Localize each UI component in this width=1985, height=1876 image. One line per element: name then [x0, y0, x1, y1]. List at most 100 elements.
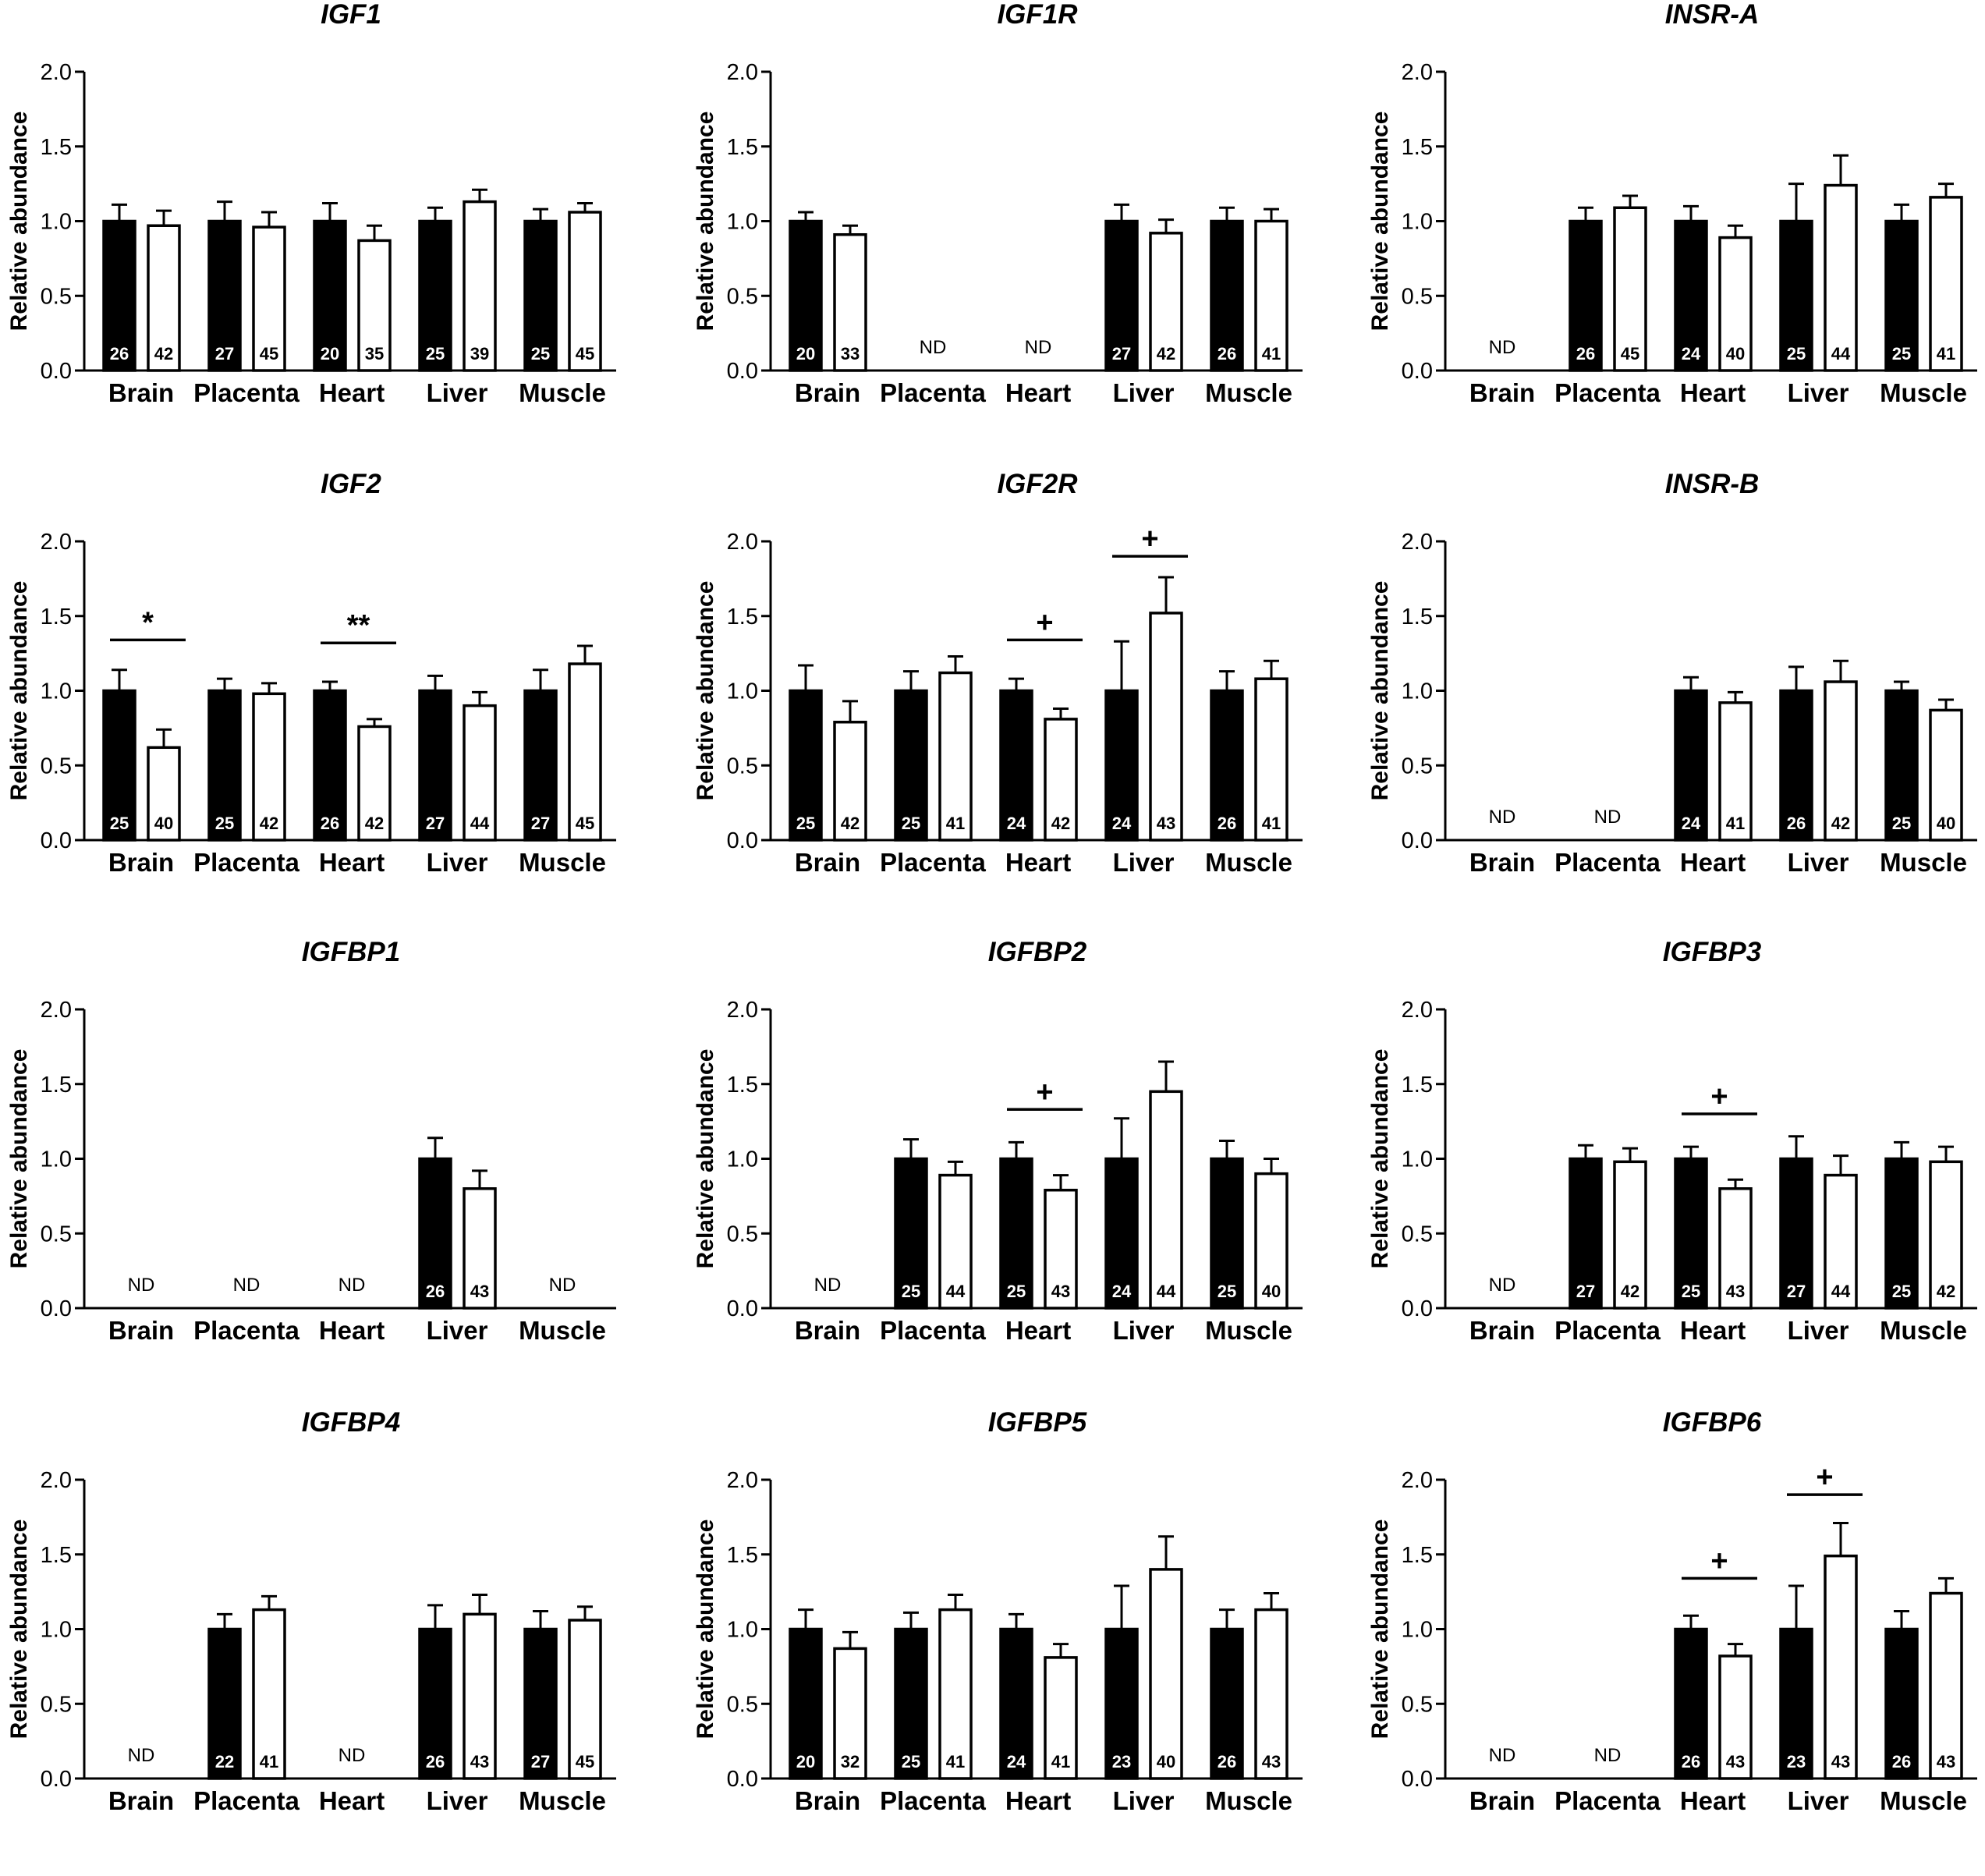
sample-size-label: 24	[1682, 344, 1701, 363]
chart-igf2r: IGF2R Relative abundance 0.0 0.5 1.0 1.5 2.0 Br…	[693, 469, 1303, 877]
y-axis-label: Relative abundance	[693, 1520, 718, 1739]
x-tick-label: Brain	[795, 848, 860, 877]
panel-igfbp3: IGFBP3 Relative abundance 0.0 0.5 1.0 1.5 2.0 B…	[1361, 937, 1985, 1406]
y-tick-label: 1.5	[727, 605, 758, 629]
bar-group2-heart	[1718, 236, 1753, 372]
bar-group2-muscle	[1929, 1591, 1963, 1780]
sample-size-label: 20	[796, 1752, 815, 1771]
bar-group1-muscle	[1884, 1157, 1919, 1310]
x-tick-label: Brain	[1469, 378, 1535, 407]
chart-title: IGF2R	[997, 469, 1078, 499]
x-tick-label: Heart	[1005, 1316, 1071, 1345]
bar-group1-liver	[1104, 1157, 1139, 1310]
bar-group1-placenta	[1569, 1157, 1603, 1310]
y-tick-label: 0.5	[727, 754, 758, 778]
x-tick-label: Muscle	[1880, 1786, 1967, 1815]
bar-group2-liver	[1824, 183, 1858, 372]
y-axis-label: Relative abundance	[6, 112, 32, 332]
bar-group2-muscle	[1254, 1172, 1288, 1310]
y-tick-label: 1.5	[41, 1073, 72, 1098]
not-detected-label: ND	[1489, 1275, 1516, 1296]
x-tick-label: Placenta	[1554, 1786, 1661, 1815]
bar-group1-heart	[999, 1627, 1033, 1780]
bar-group1-liver	[1779, 1627, 1813, 1780]
sample-size-label: 43	[1157, 814, 1175, 833]
y-tick-label: 2.0	[1402, 998, 1433, 1023]
y-tick-label: 2.0	[727, 998, 758, 1023]
x-tick-label: Liver	[427, 378, 488, 407]
sample-size-label: 43	[1831, 1752, 1850, 1771]
x-tick-label: Placenta	[1554, 1316, 1661, 1345]
bar-group1-liver	[1779, 689, 1813, 842]
sample-size-label: 26	[426, 1752, 445, 1771]
y-tick-label: 2.0	[41, 60, 72, 85]
bar-group2-brain	[833, 1647, 867, 1780]
y-tick-label: 1.5	[727, 1543, 758, 1568]
sample-size-label: 25	[215, 814, 234, 833]
panel-insr-a: INSR-A Relative abundance 0.0 0.5 1.0 1.5 2.0 B…	[1361, 0, 1985, 468]
x-tick-label: Muscle	[1205, 378, 1292, 407]
sample-size-label: 26	[110, 344, 129, 363]
panel-igfbp5: IGFBP5 Relative abundance 0.0 0.5 1.0 1.5 2.0 B…	[686, 1407, 1348, 1876]
chart-title: IGF2	[321, 469, 381, 499]
y-axis-label: Relative abundance	[693, 581, 718, 801]
chart-igfbp3: IGFBP3 Relative abundance 0.0 0.5 1.0 1.5 2.0 B…	[1367, 937, 1977, 1345]
sample-size-label: 43	[1051, 1282, 1070, 1301]
panel-insr-b: INSR-B Relative abundance 0.0 0.5 1.0 1.5 2.0 B…	[1361, 469, 1985, 938]
bar-group2-heart	[1718, 1654, 1753, 1780]
not-detected-label: ND	[233, 1275, 261, 1296]
sample-size-label: 27	[531, 1752, 550, 1771]
sample-size-label: 42	[1157, 344, 1175, 363]
bar-group1-placenta	[207, 689, 242, 842]
y-tick-label: 0.5	[727, 1692, 758, 1717]
x-tick-label: Muscle	[1880, 1316, 1967, 1345]
chart-title: IGF1	[321, 0, 381, 30]
bar-group1-muscle	[1210, 1157, 1244, 1310]
sample-size-label: 26	[321, 814, 339, 833]
x-tick-label: Placenta	[193, 848, 300, 877]
y-axis-label: Relative abundance	[1367, 1520, 1393, 1739]
sample-size-label: 23	[1787, 1752, 1806, 1771]
chart-igfbp2: IGFBP2 Relative abundance 0.0 0.5 1.0 1.5 2.0 B…	[693, 937, 1303, 1345]
panel-igf2r: IGF2R Relative abundance 0.0 0.5 1.0 1.5 2.0 Br…	[686, 469, 1348, 938]
significance-marker: +	[1141, 523, 1158, 555]
y-axis-label: Relative abundance	[6, 1049, 32, 1269]
y-tick-label: 2.0	[1402, 60, 1433, 85]
sample-size-label: 42	[1937, 1282, 1955, 1301]
y-tick-label: 1.0	[727, 210, 758, 235]
sample-size-label: 27	[215, 344, 234, 363]
bar-group1-heart	[313, 689, 347, 842]
bar-group2-heart	[1718, 701, 1753, 842]
bar-group1-muscle	[1210, 219, 1244, 372]
sample-size-label: 26	[1218, 814, 1236, 833]
sample-size-label: 41	[1262, 344, 1281, 363]
sample-size-label: 44	[1831, 344, 1851, 363]
sample-size-label: 25	[1682, 1282, 1700, 1301]
x-tick-label: Brain	[1469, 1786, 1535, 1815]
sample-size-label: 42	[1621, 1282, 1639, 1301]
x-tick-label: Brain	[1469, 1316, 1535, 1345]
chart-igfbp4: IGFBP4 Relative abundance 0.0 0.5 1.0 1.5 2.0 B…	[6, 1407, 616, 1815]
y-tick-label: 1.0	[1402, 210, 1433, 235]
y-tick-label: 1.5	[1402, 1073, 1433, 1098]
y-tick-label: 1.0	[41, 679, 72, 704]
x-tick-label: Liver	[427, 1786, 488, 1815]
sample-size-label: 40	[154, 814, 173, 833]
x-tick-label: Muscle	[1205, 1786, 1292, 1815]
x-tick-label: Placenta	[1554, 848, 1661, 877]
bar-group2-placenta	[938, 1173, 973, 1310]
y-tick-label: 1.0	[41, 1147, 72, 1172]
not-detected-label: ND	[1489, 1745, 1516, 1766]
x-tick-label: Muscle	[1880, 378, 1967, 407]
sample-size-label: 40	[1157, 1752, 1175, 1771]
y-tick-label: 0.0	[41, 359, 72, 384]
y-axis-label: Relative abundance	[693, 1049, 718, 1269]
y-tick-label: 1.5	[41, 605, 72, 629]
y-tick-label: 2.0	[727, 60, 758, 85]
y-tick-label: 0.5	[1402, 1222, 1433, 1247]
x-tick-label: Heart	[1680, 848, 1746, 877]
y-tick-label: 1.0	[1402, 679, 1433, 704]
x-tick-label: Muscle	[519, 848, 606, 877]
sample-size-label: 35	[365, 344, 384, 363]
not-detected-label: ND	[549, 1275, 576, 1296]
